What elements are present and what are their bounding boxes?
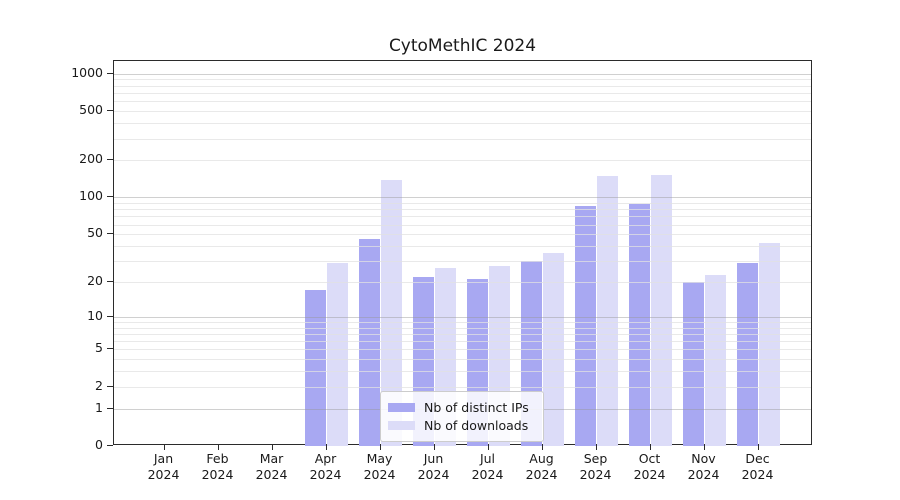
bar-distinct-ips-oct (628, 204, 651, 446)
gridline-50 (114, 234, 811, 236)
y-tick-mark (107, 385, 113, 387)
bar-distinct-ips-dec (736, 262, 759, 446)
x-tick-label-nov: Nov 2024 (687, 451, 720, 482)
legend-item-downloads: Nb of downloads (388, 417, 535, 434)
gridline-100 (114, 197, 811, 199)
gridline-60 (114, 224, 811, 226)
y-tick-mark (107, 445, 113, 446)
legend-swatch-distinct-ips (388, 403, 415, 412)
y-tick-label-200: 200 (79, 151, 103, 167)
plot-area: Nb of distinct IPs Nb of downloads (113, 60, 812, 446)
y-tick-label-0: 0 (95, 437, 103, 452)
gridline-700 (114, 92, 811, 94)
x-tick-label-may: May 2024 (363, 451, 396, 482)
y-tick-label-5: 5 (95, 340, 103, 356)
gridline-500 (114, 111, 811, 112)
legend-label-distinct-ips: Nb of distinct IPs (424, 400, 529, 415)
gridline-7 (114, 333, 811, 335)
x-tick-label-jan: Jan 2024 (147, 451, 180, 482)
y-tick-label-2: 2 (95, 377, 103, 393)
x-tick-label-sep: Sep 2024 (579, 451, 612, 482)
y-tick-mark (107, 233, 113, 235)
x-tick-mark (163, 445, 165, 450)
x-tick-label-oct: Oct 2024 (633, 451, 666, 482)
gridline-600 (114, 101, 811, 103)
bar-distinct-ips-nov (682, 281, 705, 446)
x-tick-mark (433, 445, 435, 450)
bar-distinct-ips-may (358, 238, 381, 446)
x-tick-mark (757, 445, 759, 450)
x-tick-mark (595, 445, 597, 450)
y-tick-mark (107, 159, 113, 161)
legend-swatch-downloads (388, 421, 415, 430)
x-tick-mark (541, 445, 543, 450)
bar-distinct-ips-sep (574, 206, 597, 446)
gridline-6 (114, 341, 811, 343)
gridline-200 (114, 160, 811, 162)
legend-label-downloads: Nb of downloads (424, 418, 529, 433)
y-tick-mark (107, 72, 113, 74)
y-tick-label-50: 50 (87, 225, 103, 241)
x-tick-label-apr: Apr 2024 (309, 451, 342, 482)
gridline-1000 (114, 73, 811, 75)
x-tick-mark (703, 445, 705, 450)
gridline-2 (114, 386, 811, 388)
x-tick-mark (325, 445, 327, 450)
gridline-4 (114, 359, 811, 361)
y-tick-mark (107, 110, 113, 111)
gridline-20 (114, 281, 811, 283)
gridline-8 (114, 327, 811, 329)
y-tick-mark (107, 280, 113, 282)
gridline-5 (114, 349, 811, 351)
x-tick-mark (487, 445, 489, 450)
gridline-90 (114, 202, 811, 204)
y-tick-label-500: 500 (79, 102, 103, 117)
y-tick-mark (107, 407, 113, 409)
x-tick-mark (271, 445, 273, 450)
x-tick-label-jun: Jun 2024 (417, 451, 450, 482)
gridline-3 (114, 371, 811, 373)
y-tick-mark (107, 196, 113, 198)
bar-downloads-oct (650, 174, 673, 446)
y-tick-mark (107, 348, 113, 350)
y-tick-label-1000: 1000 (71, 64, 103, 80)
y-tick-label-100: 100 (79, 188, 103, 204)
gridline-900 (114, 79, 811, 81)
gridline-40 (114, 245, 811, 247)
gridline-70 (114, 216, 811, 218)
y-tick-label-10: 10 (87, 307, 103, 323)
gridline-800 (114, 85, 811, 87)
bar-downloads-nov (704, 274, 727, 446)
x-tick-mark (649, 445, 651, 450)
bar-downloads-apr (326, 262, 349, 446)
x-tick-label-jul: Jul 2024 (471, 451, 504, 482)
gridline-80 (114, 209, 811, 211)
gridline-9 (114, 321, 811, 323)
bar-downloads-sep (596, 176, 619, 446)
bar-distinct-ips-apr (304, 290, 327, 446)
chart-title: CytoMethIC 2024 (388, 36, 537, 56)
x-tick-mark (217, 445, 219, 450)
legend: Nb of distinct IPs Nb of downloads (380, 391, 544, 442)
bar-downloads-dec (758, 243, 781, 446)
y-tick-label-20: 20 (87, 272, 103, 288)
gridline-30 (114, 260, 811, 262)
x-tick-label-mar: Mar 2024 (255, 451, 288, 482)
gridline-400 (114, 123, 811, 124)
x-tick-label-feb: Feb 2024 (201, 451, 234, 482)
x-tick-label-dec: Dec 2024 (741, 451, 774, 482)
y-tick-label-1: 1 (95, 399, 103, 415)
gridline-300 (114, 138, 811, 140)
x-tick-mark (379, 445, 381, 450)
legend-item-distinct-ips: Nb of distinct IPs (388, 399, 535, 416)
x-tick-label-aug: Aug 2024 (525, 451, 558, 482)
gridline-10 (114, 316, 811, 318)
y-tick-mark (107, 315, 113, 317)
